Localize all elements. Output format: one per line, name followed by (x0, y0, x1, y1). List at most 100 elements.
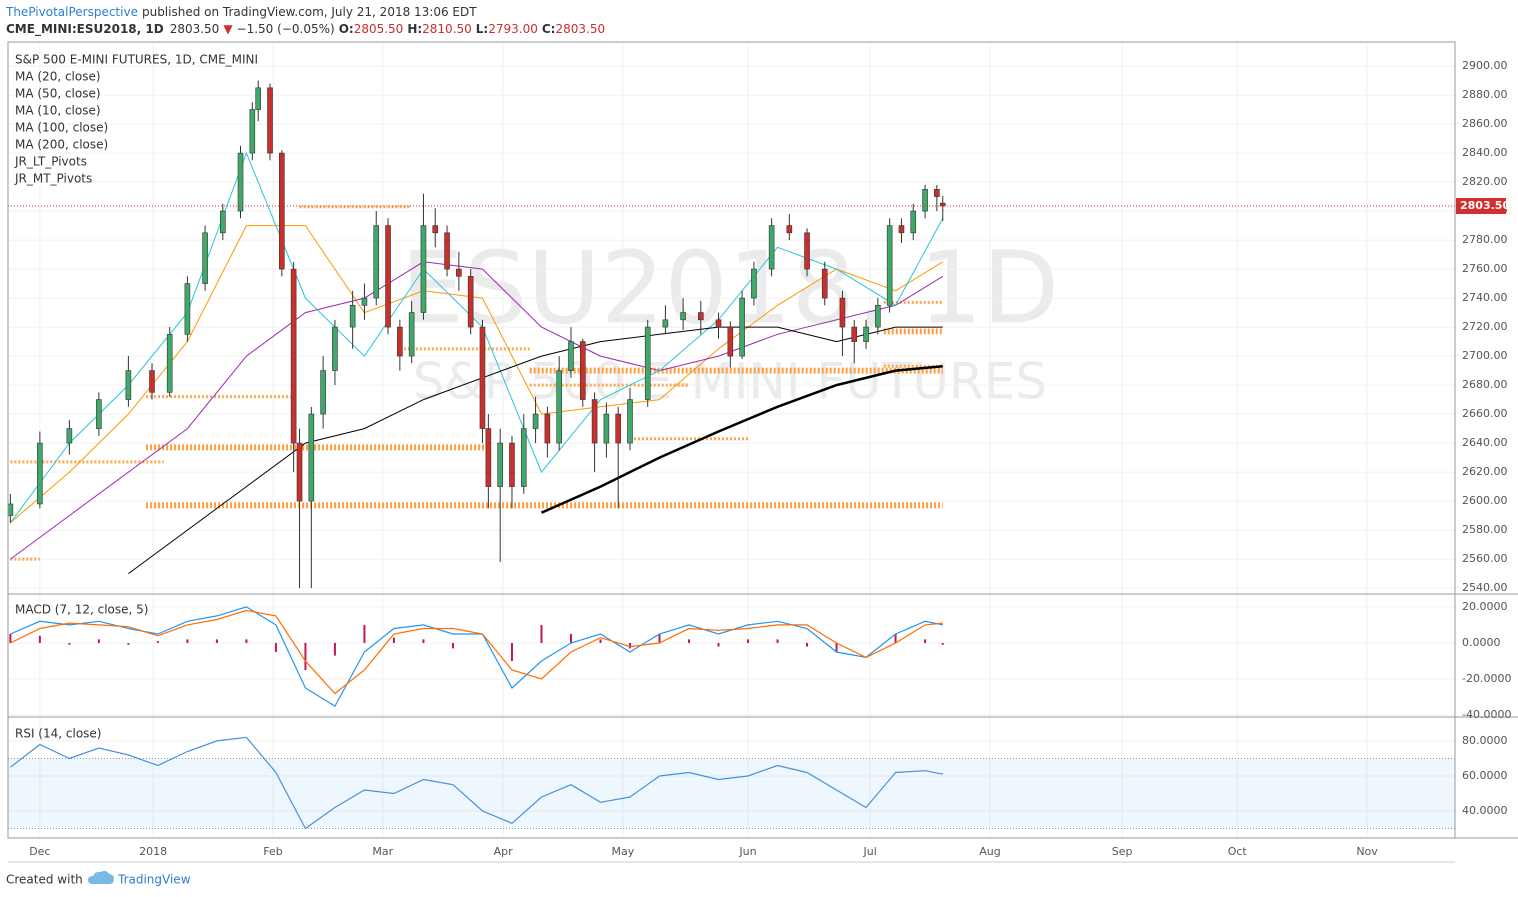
candle-body (237, 152, 244, 212)
histogram-bar (941, 642, 944, 645)
y-tick-label: -20.0000 (1462, 672, 1511, 685)
y-tick-label: 2880.00 (1462, 88, 1508, 101)
high: 2810.50 (422, 22, 472, 36)
candle-body (509, 442, 515, 487)
candle-body (939, 202, 946, 207)
y-tick-label: 40.0000 (1462, 804, 1508, 817)
candle-body (579, 341, 586, 400)
candle-body (420, 225, 427, 313)
candle-body (202, 232, 208, 284)
candle-body (786, 225, 793, 234)
x-tick-label: May (612, 845, 635, 858)
l-label: L: (476, 22, 488, 36)
candle-body (349, 305, 356, 328)
y-tick-label: 0.0000 (1462, 636, 1501, 649)
x-tick-label: Feb (263, 845, 282, 858)
y-tick-label: 2640.00 (1462, 436, 1508, 449)
candle-body (532, 413, 539, 429)
candle-body (922, 189, 928, 212)
legend-entry: MA (200, close) (15, 138, 108, 152)
candle-body (727, 326, 734, 357)
candle-body (898, 225, 905, 234)
histogram-bar (628, 642, 631, 649)
candle-body (308, 413, 315, 502)
y-tick-label: 2820.00 (1462, 175, 1508, 188)
histogram-bar (215, 639, 218, 643)
last-price-label: 2803.50 (1460, 199, 1510, 212)
histogram-bar (363, 624, 366, 643)
histogram-bar (451, 642, 454, 649)
histogram-bar (9, 633, 12, 643)
y-tick-label: 2540.00 (1462, 581, 1508, 594)
y-tick-label: 2900.00 (1462, 59, 1508, 72)
tv-logo[interactable] (88, 870, 114, 884)
candle-body (37, 442, 43, 505)
candle-body (220, 210, 226, 234)
histogram-bar (68, 642, 71, 645)
candle-body (520, 428, 527, 487)
candle-body (249, 109, 256, 154)
candle-body (768, 225, 775, 270)
legend-entry: JR_MT_Pivots (14, 172, 92, 186)
h-label: H: (407, 22, 422, 36)
histogram-bar (599, 639, 602, 643)
y-tick-label: 2660.00 (1462, 407, 1508, 420)
legend-entry: MA (100, close) (15, 121, 108, 135)
y-tick-label: 2620.00 (1462, 465, 1508, 478)
symbol: CME_MINI:ESU2018, 1D (6, 22, 164, 37)
candle-body (485, 428, 492, 487)
x-tick-label: Sep (1112, 845, 1133, 858)
moving-average (540, 364, 943, 514)
candle-body (290, 268, 297, 444)
histogram-bar (274, 642, 277, 652)
histogram-bar (747, 639, 750, 643)
candle-body (397, 326, 403, 357)
y-tick-label: 2560.00 (1462, 552, 1508, 565)
footer-brand[interactable]: TradingView (117, 873, 191, 887)
last: 2803.50 (170, 22, 220, 36)
indicator-line (10, 609, 943, 695)
y-tick-label: 2700.00 (1462, 349, 1508, 362)
rsi-band (8, 758, 1455, 829)
arrow: ▼ (223, 22, 233, 36)
candle-body (739, 297, 745, 357)
histogram-bar (835, 642, 838, 652)
y-tick-label: 2720.00 (1462, 320, 1508, 333)
macd-title: MACD (7, 12, close, 5) (15, 603, 148, 617)
candle-body (66, 428, 73, 444)
plot (7, 80, 1455, 830)
candle-body (279, 152, 285, 270)
x-tick-label: Aug (979, 845, 1000, 858)
candle-body (7, 503, 14, 516)
y-tick-label: 2760.00 (1462, 262, 1508, 275)
moving-average (128, 326, 943, 575)
candle-body (332, 326, 338, 371)
histogram-bar (127, 642, 130, 645)
rsi-title: RSI (14, close) (15, 727, 101, 741)
candle-body (644, 326, 651, 400)
candle-body (408, 312, 415, 357)
author[interactable]: ThePivotalPerspective (5, 5, 138, 19)
candle-body (886, 225, 893, 306)
x-tick-label: Oct (1228, 845, 1248, 858)
labels: S&P 500 E-MINI FUTURES, 1D, CME_MINI MAC… (14, 53, 1511, 859)
frame (7, 41, 1518, 863)
candle-body (149, 370, 155, 393)
legend-entry: MA (20, close) (15, 70, 101, 84)
legend-entry: JR_LT_Pivots (14, 155, 87, 169)
legend-entry: MA (10, close) (15, 104, 101, 118)
candle-body (839, 297, 846, 328)
y-tick-label: 2860.00 (1462, 117, 1508, 130)
histogram-bar (97, 639, 100, 643)
y-tick-label: 80.0000 (1462, 734, 1508, 747)
x-tick-label: Apr (494, 845, 514, 858)
candle-body (698, 312, 704, 321)
x-tick-label: 2018 (139, 845, 167, 858)
histogram-bar (806, 642, 809, 647)
symbol-line: CME_MINI:ESU2018, 1D 2803.50 ▼ −1.50 (−0.05… (6, 22, 605, 37)
candle-body (320, 370, 326, 415)
histogram-bar (510, 642, 513, 661)
candle-body (497, 442, 503, 487)
histogram-bar (186, 639, 189, 643)
